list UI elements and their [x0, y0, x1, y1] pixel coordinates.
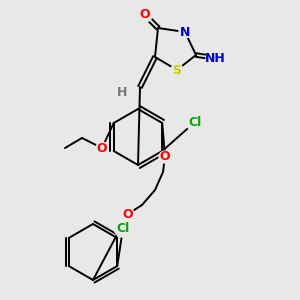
Circle shape	[114, 219, 132, 237]
Circle shape	[159, 151, 171, 163]
Text: O: O	[123, 208, 133, 220]
Text: Cl: Cl	[188, 116, 202, 128]
Text: O: O	[97, 142, 107, 154]
Circle shape	[122, 208, 134, 220]
Text: NH: NH	[205, 52, 225, 64]
Text: O: O	[160, 151, 170, 164]
Circle shape	[96, 142, 108, 154]
Text: S: S	[172, 64, 182, 76]
Circle shape	[179, 26, 191, 38]
Circle shape	[116, 86, 128, 98]
Text: Cl: Cl	[116, 221, 130, 235]
Circle shape	[138, 8, 152, 22]
Circle shape	[206, 49, 224, 67]
Text: N: N	[180, 26, 190, 38]
Circle shape	[171, 64, 183, 76]
Text: H: H	[117, 85, 127, 98]
Text: O: O	[140, 8, 150, 22]
Circle shape	[186, 113, 204, 131]
